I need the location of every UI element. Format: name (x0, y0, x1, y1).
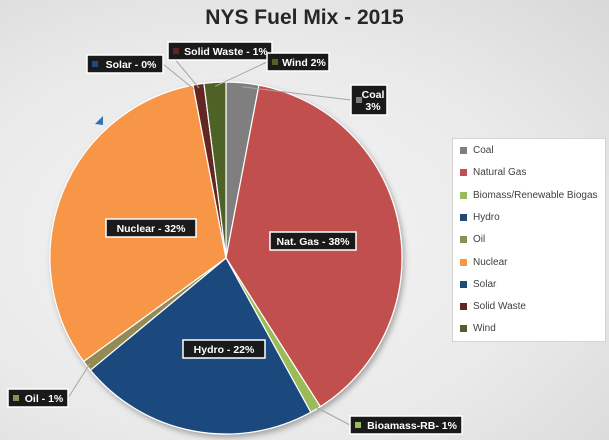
data-label-text: Oil - 1% (25, 393, 64, 405)
legend-swatch (460, 325, 467, 333)
data-label: Wind 2% (266, 52, 330, 72)
data-label: Hydro - 22% (182, 339, 266, 359)
data-label: Nuclear - 32% (105, 218, 197, 238)
data-label-text: 3% (365, 101, 381, 113)
legend-item: Wind (460, 323, 496, 334)
data-label-box (105, 218, 197, 238)
legend-item: Oil (460, 234, 485, 245)
legend-swatch (460, 213, 467, 221)
legend-label: Biomass/Renewable Biogas (473, 189, 598, 201)
slice-wind (203, 81, 227, 259)
label-swatch (173, 48, 179, 54)
data-label-box (182, 339, 266, 359)
label-swatch (13, 395, 19, 401)
legend-item: Biomass/Renewable Biogas (460, 190, 598, 201)
legend-label: Oil (473, 234, 486, 246)
data-label-box (269, 231, 357, 251)
legend-label: Nuclear (473, 256, 508, 268)
data-label-text: Nuclear - 32% (117, 223, 187, 235)
label-swatch (356, 97, 362, 103)
legend-swatch (460, 169, 467, 177)
data-label: Solar - 0% (86, 54, 164, 74)
leader-line (162, 63, 195, 90)
data-label-text: Bioamass-RB- 1% (367, 420, 458, 432)
legend-swatch (460, 303, 467, 311)
legend-swatch (460, 147, 467, 154)
legend-label: Natural Gas (473, 167, 527, 179)
pie-slices (49, 81, 403, 435)
data-label: Nat. Gas - 38% (269, 231, 357, 251)
data-label-text: Coal (362, 89, 385, 101)
legend-item: Natural Gas (460, 167, 526, 178)
data-label: Solid Waste - 1% (167, 41, 273, 61)
leader-line (242, 86, 352, 101)
data-label-box (86, 54, 164, 74)
chart-title: NYS Fuel Mix - 2015 (205, 6, 404, 29)
legend-swatch (460, 236, 467, 244)
legend-item: Hydro (460, 212, 500, 223)
data-label-text: Hydro - 22% (194, 344, 255, 356)
data-label-box (266, 52, 330, 72)
legend-swatch (460, 258, 467, 266)
legend-label: Solar (473, 278, 497, 290)
leader-lines (67, 50, 352, 426)
legend-swatch (460, 191, 467, 199)
data-label-text: Nat. Gas - 38% (277, 236, 351, 248)
legend-label: Hydro (473, 211, 500, 223)
pointer-triangle-icon (95, 116, 103, 125)
legend-swatch (460, 280, 467, 288)
legend-item: Solar (460, 279, 496, 290)
data-label: Oil - 1% (7, 388, 69, 408)
data-label: Bioamass-RB- 1% (349, 415, 463, 435)
legend-item: Nuclear (460, 257, 507, 268)
data-label-text: Solid Waste - 1% (184, 46, 268, 58)
chart-legend: Coal Natural Gas Biomass/Renewable Biogas H… (452, 138, 606, 342)
label-swatch (92, 61, 98, 67)
legend-item: Solid Waste (460, 301, 526, 312)
data-label-box (349, 415, 463, 435)
leader-line (313, 405, 351, 426)
legend-label: Solid Waste (473, 301, 526, 313)
label-swatch (355, 422, 361, 428)
label-swatch (272, 59, 278, 65)
legend-item: Coal (460, 145, 494, 156)
data-label-box (7, 388, 69, 408)
data-label-box (167, 41, 273, 61)
legend-label: Wind (473, 323, 496, 335)
legend-label: Coal (473, 145, 494, 156)
data-label-text: Solar - 0% (106, 59, 157, 71)
leader-line (214, 61, 268, 87)
leader-line (67, 363, 91, 399)
data-label-text: Wind 2% (282, 57, 326, 69)
